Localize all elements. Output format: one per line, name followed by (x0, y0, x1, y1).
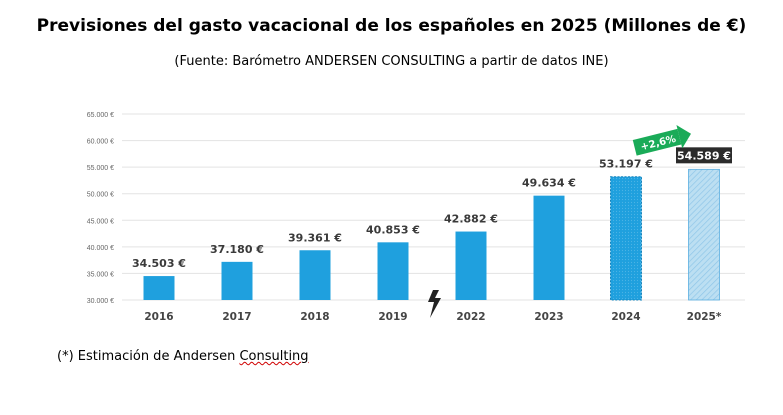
lightning-bolt-icon (428, 290, 441, 318)
x-tick-label: 2023 (534, 311, 563, 323)
value-label: 49.634 € (522, 177, 576, 190)
growth-arrow-body (632, 128, 682, 156)
x-tick-label: 2016 (144, 311, 173, 323)
x-axis: 2016 2017 2018 2019 2022 2023 2024 2025* (144, 311, 721, 323)
value-label: 37.180 € (210, 243, 264, 256)
value-label: 40.853 € (366, 223, 420, 236)
y-tick-label: 30.000 € (87, 298, 114, 305)
x-tick-label: 2025* (687, 311, 722, 323)
growth-arrow-head (676, 125, 691, 149)
value-label: 54.589 € (677, 149, 731, 162)
value-badge (676, 147, 732, 164)
x-tick-label: 2018 (300, 311, 329, 323)
bar (299, 250, 331, 300)
value-label: 34.503 € (132, 257, 186, 270)
bar (377, 242, 409, 300)
y-tick-label: 35.000 € (87, 271, 114, 278)
footnote-underlined-word: Consulting (239, 349, 309, 364)
x-tick-label: 2024 (611, 311, 640, 323)
footnote: (*) Estimación de Andersen Consulting (57, 349, 309, 364)
y-tick-label: 65.000 € (87, 112, 114, 119)
bar (143, 276, 175, 300)
footnote-text: (*) Estimación de Andersen (57, 349, 240, 364)
bar (533, 195, 565, 300)
x-tick-label: 2017 (222, 311, 251, 323)
bar (221, 261, 253, 300)
x-tick-label: 2022 (456, 311, 485, 323)
bar (688, 168, 720, 301)
bar (455, 231, 487, 300)
chart-title: Previsiones del gasto vacacional de los … (36, 16, 747, 36)
y-tick-label: 45.000 € (87, 218, 114, 225)
value-label: 53.197 € (599, 158, 653, 171)
value-label: 39.361 € (288, 231, 342, 244)
chart-subtitle: (Fuente: Barómetro ANDERSEN CONSULTING a… (174, 54, 609, 69)
y-tick-label: 50.000 € (87, 192, 114, 199)
bar (610, 176, 642, 301)
y-tick-label: 40.000 € (87, 245, 114, 252)
y-tick-label: 60.000 € (87, 139, 114, 146)
value-labels: 34.503 € 37.180 € 39.361 € 40.853 € 42.882 €… (132, 147, 732, 270)
value-label: 42.882 € (444, 213, 498, 226)
x-tick-label: 2019 (378, 311, 407, 323)
y-tick-label: 55.000 € (87, 165, 114, 172)
bars (143, 168, 720, 301)
y-axis: 30.000 € 35.000 € 40.000 € 45.000 € 50.000 €… (87, 112, 114, 305)
